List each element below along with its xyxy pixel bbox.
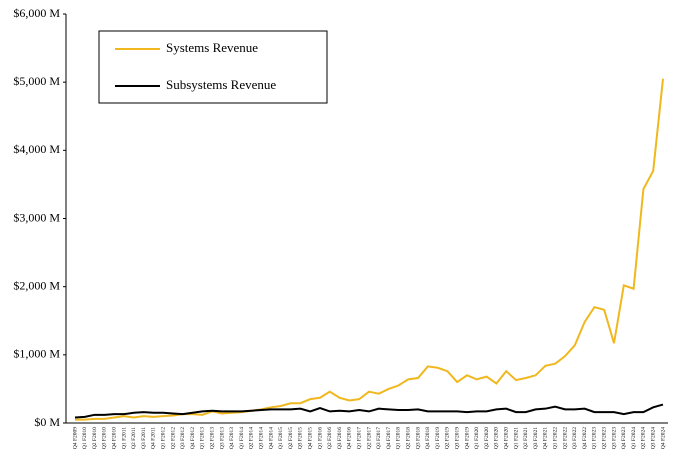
x-tick-label: Q2 F2020	[484, 427, 490, 449]
x-tick-label: Q4 F2010	[111, 427, 117, 449]
x-tick-label: Q3 F2017	[376, 427, 382, 449]
x-tick-label: Q4 F2017	[386, 427, 392, 449]
x-tick-label: Q3 F2019	[454, 427, 460, 449]
x-tick-label: Q1 F2015	[278, 427, 284, 449]
x-tick-label: Q3 F2011	[141, 427, 147, 449]
y-tick-label: $5,000 M	[13, 74, 60, 88]
x-tick-label: Q4 F2015	[307, 427, 313, 449]
series-line	[75, 78, 664, 421]
x-tick-label: Q3 F2015	[298, 427, 304, 449]
x-tick-label: Q4 F2022	[582, 427, 588, 449]
x-tick-label: Q4 F2021	[543, 427, 549, 449]
x-tick-label: Q1 F2023	[592, 427, 598, 449]
x-tick-label: Q2 F2010	[92, 427, 98, 449]
y-tick-label: $3,000 M	[13, 210, 60, 224]
x-tick-label: Q1 F2019	[435, 427, 441, 449]
x-tick-label: Q1 F2022	[552, 427, 558, 449]
x-tick-label: Q1 F2017	[356, 427, 362, 449]
x-tick-label: Q1 F2012	[160, 427, 166, 449]
x-tick-label: Q1 F2010	[82, 427, 88, 449]
legend-label: Subsystems Revenue	[166, 77, 276, 92]
y-tick-label: $0 M	[34, 415, 60, 429]
x-tick-label: Q3 F2018	[415, 427, 421, 449]
x-tick-label: Q3 F2024	[650, 427, 656, 449]
x-tick-label: Q2 F2024	[641, 427, 647, 449]
x-tick-label: Q2 F2013	[209, 427, 215, 449]
y-tick-label: $2,000 M	[13, 278, 60, 292]
x-tick-label: Q3 F2016	[337, 427, 343, 449]
x-tick-label: Q1 F2013	[200, 427, 206, 449]
x-tick-label: Q2 F2012	[170, 427, 176, 449]
x-tick-label: Q2 F2022	[562, 427, 568, 449]
x-tick-label: Q4 F2009	[72, 427, 78, 449]
x-tick-label: Q1 F2020	[474, 427, 480, 449]
x-tick-label: Q2 F2019	[445, 427, 451, 449]
x-tick-label: Q2 F2021	[523, 427, 529, 449]
x-tick-label: Q4 F2024	[660, 427, 666, 449]
y-tick-label: $6,000 M	[13, 6, 60, 20]
x-tick-label: Q3 F2023	[611, 427, 617, 449]
x-tick-label: Q4 F2013	[229, 427, 235, 449]
x-tick-label: Q1 F2016	[317, 427, 323, 449]
x-tick-label: Q2 F2014	[249, 427, 255, 449]
legend-label: Systems Revenue	[166, 40, 258, 55]
x-tick-label: Q4 F2012	[190, 427, 196, 449]
x-tick-label: Q2 F2017	[366, 427, 372, 449]
x-tick-label: Q4 F2019	[464, 427, 470, 449]
x-tick-label: Q3 F2020	[494, 427, 500, 449]
x-tick-label: Q2 F2018	[405, 427, 411, 449]
x-tick-label: Q3 F2013	[219, 427, 225, 449]
x-tick-label: Q1 F2021	[513, 427, 519, 449]
x-tick-label: Q2 F2023	[601, 427, 607, 449]
x-tick-label: Q2 F2011	[131, 427, 137, 449]
x-tick-label: Q3 F2010	[102, 427, 108, 449]
x-tick-label: Q4 F2018	[425, 427, 431, 449]
x-tick-label: Q1 F2014	[239, 427, 245, 449]
x-tick-label: Q3 F2021	[533, 427, 539, 449]
x-tick-label: Q2 F2015	[288, 427, 294, 449]
x-tick-label: Q4 F2011	[151, 427, 157, 449]
y-tick-label: $1,000 M	[13, 347, 60, 361]
x-tick-label: Q1 F2011	[121, 427, 127, 449]
x-tick-label: Q1 F2024	[631, 427, 637, 449]
x-tick-label: Q3 F2022	[572, 427, 578, 449]
legend-box	[98, 30, 328, 104]
y-tick-label: $4,000 M	[13, 142, 60, 156]
x-tick-label: Q4 F2020	[503, 427, 509, 449]
x-tick-label: Q2 F2016	[327, 427, 333, 449]
series-line	[74, 403, 664, 419]
x-tick-label: Q4 F2023	[621, 427, 627, 449]
x-tick-label: Q3 F2014	[258, 427, 264, 449]
x-tick-label: Q3 F2012	[180, 427, 186, 449]
x-tick-label: Q4 F2016	[347, 427, 353, 449]
x-tick-label: Q4 F2014	[268, 427, 274, 449]
x-tick-label: Q1 F2018	[396, 427, 402, 449]
